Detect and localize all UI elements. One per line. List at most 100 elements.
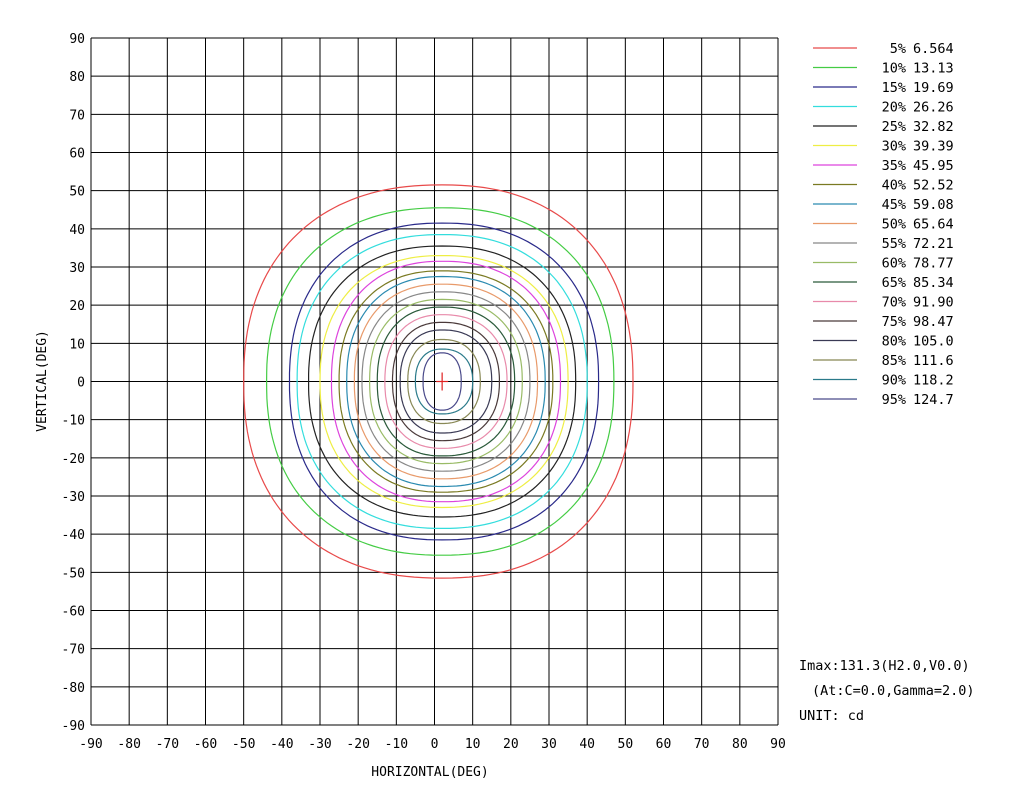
legend-value: 13.13 — [913, 61, 954, 77]
y-tick-label: -60 — [62, 605, 85, 620]
legend-item: 25% 32.82 — [813, 119, 954, 135]
legend-item: 40% 52.52 — [813, 178, 954, 194]
x-tick-label: -10 — [385, 737, 408, 752]
x-tick-label: 30 — [541, 737, 557, 752]
legend-percent: 60% — [882, 256, 906, 272]
legend-value: 111.6 — [913, 353, 954, 369]
contour-15pct — [288, 222, 600, 541]
y-tick-label: -10 — [62, 414, 85, 429]
grid — [90, 37, 779, 726]
y-tick-label: 10 — [69, 337, 85, 352]
legend-value: 72.21 — [913, 236, 954, 252]
contour-85pct — [407, 338, 481, 425]
legend-value: 52.52 — [913, 178, 954, 194]
y-tick-label: 40 — [69, 223, 85, 238]
contour-90pct — [414, 348, 474, 415]
y-tick-label: -90 — [62, 719, 85, 734]
y-tick-label: 30 — [69, 261, 85, 276]
legend-item: 95% 124.7 — [813, 392, 954, 408]
legend-item: 5% 6.564 — [813, 41, 954, 57]
legend-percent: 90% — [882, 373, 906, 389]
contour-50pct — [353, 283, 539, 480]
legend-percent: 95% — [882, 392, 906, 408]
legend-percent: 20% — [882, 100, 906, 116]
contour-70pct — [384, 314, 508, 449]
legend-percent: 70% — [882, 295, 906, 311]
x-tick-label: -90 — [79, 737, 102, 752]
x-tick-label: -80 — [117, 737, 140, 752]
legend-item: 50% 65.64 — [813, 217, 954, 233]
legend-percent: 75% — [882, 314, 906, 330]
legend-value: 45.95 — [913, 158, 954, 174]
legend-item: 20% 26.26 — [813, 100, 954, 116]
x-tick-label: -20 — [346, 737, 369, 752]
legend-item: 15% 19.69 — [813, 80, 954, 96]
contour-35pct — [330, 260, 562, 503]
y-tick-label: 90 — [69, 32, 85, 47]
legend-item: 55% 72.21 — [813, 236, 954, 252]
legend-item: 35% 45.95 — [813, 158, 954, 174]
legend-value: 6.564 — [913, 41, 954, 57]
legend-percent: 40% — [882, 178, 906, 194]
x-tick-label: 90 — [770, 737, 786, 752]
legend-item: 75% 98.47 — [813, 314, 954, 330]
contour-25pct — [308, 245, 577, 518]
measurement-angle: (At:C=0.0,Gamma=2.0) — [812, 683, 975, 699]
legend-percent: 65% — [882, 275, 906, 291]
y-tick-label: 50 — [69, 185, 85, 200]
legend-item: 85% 111.6 — [813, 353, 954, 369]
x-tick-label: 40 — [579, 737, 595, 752]
y-tick-label: -70 — [62, 643, 85, 658]
center-marker — [436, 372, 449, 391]
y-tick-label: 60 — [69, 147, 85, 162]
legend-value: 19.69 — [913, 80, 954, 96]
contour-75pct — [391, 321, 500, 442]
legend-item: 60% 78.77 — [813, 256, 954, 272]
legend-percent: 35% — [882, 158, 906, 174]
legend-percent: 25% — [882, 119, 906, 135]
legend-value: 85.34 — [913, 275, 954, 291]
x-tick-label: -40 — [270, 737, 293, 752]
x-tick-label: -30 — [308, 737, 331, 752]
contour-40pct — [338, 270, 554, 493]
legend-value: 124.7 — [913, 392, 954, 408]
legend-percent: 10% — [882, 61, 906, 77]
x-tick-label: -50 — [232, 737, 255, 752]
x-tick-label: 10 — [465, 737, 481, 752]
legend-percent: 30% — [882, 139, 906, 155]
y-axis-label: VERTICAL(DEG) — [35, 330, 50, 432]
contour-10pct — [265, 207, 615, 556]
legend-value: 26.26 — [913, 100, 954, 116]
contour-plot — [243, 184, 634, 579]
contour-5pct — [243, 184, 634, 579]
x-axis-label: HORIZONTAL(DEG) — [371, 765, 488, 780]
legend-value: 98.47 — [913, 314, 954, 330]
contour-95pct — [422, 352, 462, 411]
legend-value: 32.82 — [913, 119, 954, 135]
legend-value: 78.77 — [913, 256, 954, 272]
legend-percent: 15% — [882, 80, 906, 96]
legend-value: 105.0 — [913, 334, 954, 350]
contour-30pct — [319, 255, 569, 509]
info-box: Imax:131.3(H2.0,V0.0) (At:C=0.0,Gamma=2.… — [799, 658, 975, 724]
y-tick-label: -50 — [62, 566, 85, 581]
legend-value: 39.39 — [913, 139, 954, 155]
x-tick-label: 50 — [618, 737, 634, 752]
x-tick-label: 70 — [694, 737, 710, 752]
x-tick-label: 60 — [656, 737, 672, 752]
x-tick-labels: -90 -80 -70 -60 -50 -40 -30 -20 -10 0 10 20 30 40 50 60… — [79, 737, 786, 752]
imax-readout: Imax:131.3(H2.0,V0.0) — [799, 658, 970, 674]
contour-20pct — [296, 234, 588, 529]
legend-percent: 80% — [882, 334, 906, 350]
x-tick-label: -60 — [194, 737, 217, 752]
x-tick-label: 80 — [732, 737, 748, 752]
x-tick-label: 0 — [431, 737, 439, 752]
contour-45pct — [346, 275, 546, 488]
contour-80pct — [399, 329, 493, 434]
legend-value: 91.90 — [913, 295, 954, 311]
legend-percent: 50% — [882, 217, 906, 233]
legend-item: 30% 39.39 — [813, 139, 954, 155]
legend-percent: 5% — [890, 41, 906, 57]
contour-55pct — [361, 291, 531, 472]
